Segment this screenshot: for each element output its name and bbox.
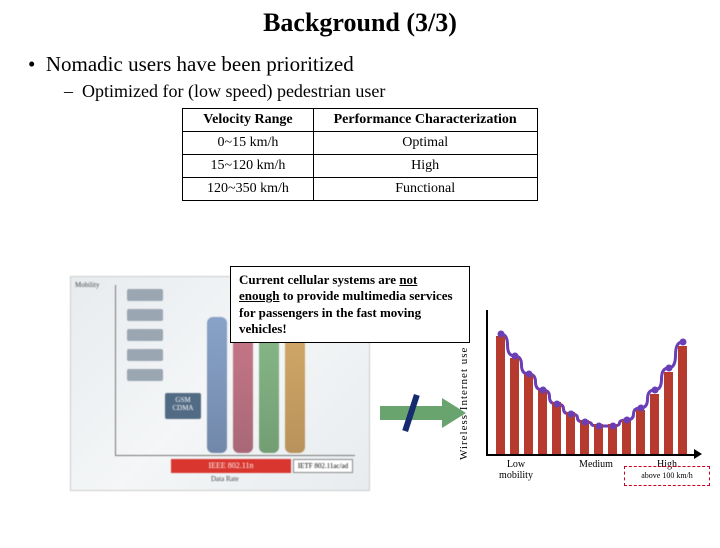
- rc-x-label-low: Low mobility: [488, 460, 544, 481]
- bullet-main: • Nomadic users have been prioritized: [28, 52, 720, 77]
- rc-dot: [553, 401, 560, 408]
- cell: 15~120 km/h: [183, 155, 313, 178]
- cell: Optimal: [313, 132, 537, 155]
- bullet-sub-text: Optimized for (low speed) pedestrian use…: [82, 81, 385, 101]
- cell: High: [313, 155, 537, 178]
- table-row: 120~350 km/hFunctional: [183, 178, 537, 201]
- bullet-sub: – Optimized for (low speed) pedestrian u…: [64, 81, 720, 102]
- blocked-arrow-icon: [380, 398, 470, 428]
- col-velocity: Velocity Range: [183, 109, 313, 132]
- rc-dot: [567, 411, 574, 418]
- gsm-cdma-box: GSM CDMA: [165, 393, 201, 419]
- rc-dot: [637, 405, 644, 412]
- rc-dot: [609, 423, 616, 430]
- rc-plot: [486, 310, 696, 456]
- table-row: 0~15 km/hOptimal: [183, 132, 537, 155]
- rc-bar: [664, 372, 673, 454]
- lbl: Low: [507, 459, 525, 470]
- ieee-80211ac-bar: IETF 802.11ac/ad: [293, 459, 353, 473]
- rc-dot: [497, 331, 504, 338]
- leftchart-band: [127, 349, 163, 361]
- rc-dot: [595, 423, 602, 430]
- high-mobility-highlight: [624, 466, 710, 486]
- table-row: 15~120 km/hHigh: [183, 155, 537, 178]
- callout-pre: Current cellular systems are: [239, 272, 399, 287]
- rc-x-label-medium: Medium: [568, 460, 624, 471]
- col-performance: Performance Characterization: [313, 109, 537, 132]
- leftchart-x-label: Data Rate: [211, 475, 239, 483]
- rc-bar: [622, 420, 631, 454]
- wireless-use-chart: Wireless Internet use Low mobility Mediu…: [472, 310, 700, 500]
- rc-bar: [636, 410, 645, 454]
- rc-dot: [679, 339, 686, 346]
- rc-dot: [511, 353, 518, 360]
- velocity-table: Velocity Range Performance Characterizat…: [182, 108, 537, 201]
- rc-dot: [581, 419, 588, 426]
- cell: Functional: [313, 178, 537, 201]
- lbl: mobility: [499, 470, 533, 481]
- ieee-80211n-bar: IEEE 802.11n: [171, 459, 291, 473]
- rc-bar: [552, 402, 561, 454]
- rc-dot: [525, 371, 532, 378]
- rc-bar: [524, 374, 533, 454]
- rc-bar: [678, 346, 687, 454]
- rc-dot: [665, 365, 672, 372]
- leftchart-y-axis: [115, 285, 116, 455]
- cell: 120~350 km/h: [183, 178, 313, 201]
- rc-bar: [566, 412, 575, 454]
- leftchart-y-label: Mobility: [75, 281, 100, 289]
- cell: 0~15 km/h: [183, 132, 313, 155]
- rc-dot: [623, 417, 630, 424]
- rc-dot: [539, 387, 546, 394]
- callout-underlined: enough: [239, 288, 279, 303]
- leftchart-band: [127, 329, 163, 341]
- arrow-head: [442, 398, 466, 428]
- bullet-main-text: Nomadic users have been prioritized: [46, 52, 354, 76]
- rc-bar: [650, 394, 659, 454]
- leftchart-strip: [207, 317, 227, 453]
- leftchart-x-axis: [115, 455, 355, 456]
- leftchart-band: [127, 309, 163, 321]
- lbl: Medium: [579, 459, 613, 470]
- rc-dot: [651, 387, 658, 394]
- callout-underlined: not: [399, 272, 417, 287]
- table-header-row: Velocity Range Performance Characterizat…: [183, 109, 537, 132]
- rc-bar: [538, 390, 547, 454]
- slide-title: Background (3/3): [0, 8, 720, 38]
- leftchart-band: [127, 369, 163, 381]
- rc-bar: [496, 336, 505, 454]
- callout-box: Current cellular systems are not enough …: [230, 266, 470, 343]
- rc-bar: [510, 358, 519, 454]
- leftchart-band: [127, 289, 163, 301]
